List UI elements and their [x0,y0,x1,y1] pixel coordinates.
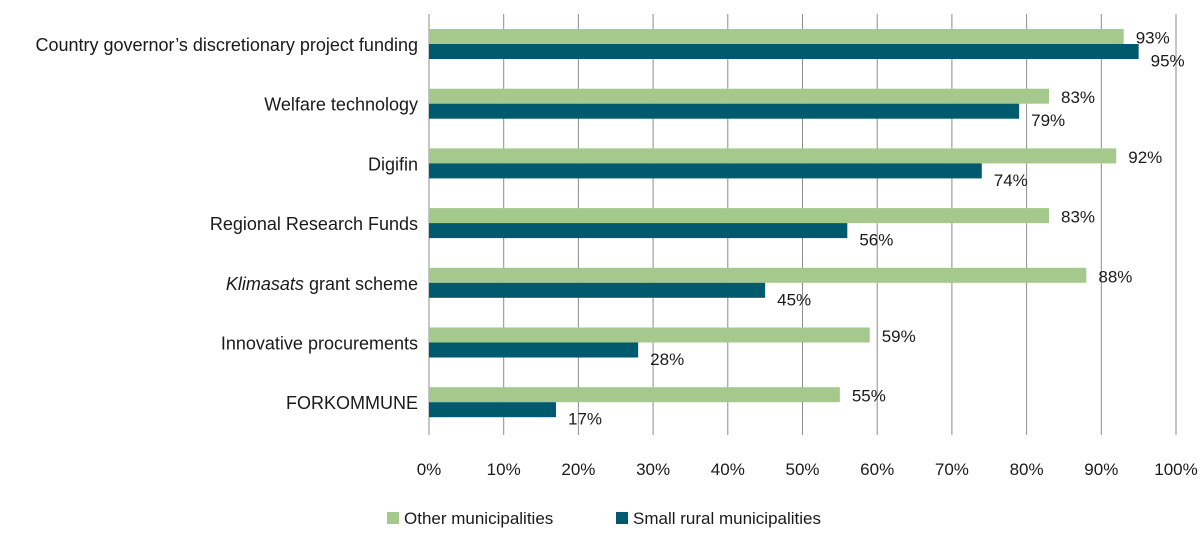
x-tick-label: 40% [711,460,745,479]
x-tick-label: 90% [1084,460,1118,479]
bars: 93% 95% 83% 79% 92% 74% 83% 56% 88% 45% 59% 28% 55% 1… [429,29,1185,429]
x-tick-label: 80% [1010,460,1044,479]
legend-label: Other municipalities [404,509,553,528]
bar-small-rural-municipalities [429,163,982,179]
data-label: 56% [859,231,893,250]
category-label: Innovative procurements [221,334,418,354]
x-tick-label: 100% [1154,460,1197,479]
bar-small-rural-municipalities [429,342,639,358]
x-tick-label: 10% [487,460,521,479]
bar-small-rural-municipalities [429,282,766,298]
legend-label: Small rural municipalities [633,509,821,528]
x-axis-tick-labels: 0% 10% 20% 30% 40% 50% 60% 70% 80% 90% 100% [417,460,1198,479]
category-label: Digifin [368,154,418,174]
x-tick-label: 30% [636,460,670,479]
category-label: Country governor’s discretionary project… [35,35,418,55]
data-label: 88% [1098,267,1132,286]
bar-small-rural-municipalities [429,44,1139,59]
category-label-rest: grant scheme [304,274,418,294]
data-label: 83% [1061,88,1095,107]
data-label: 92% [1128,148,1162,167]
category-label-italic: Klimasats [226,274,304,294]
category-label: Klimasats grant scheme [226,274,418,294]
data-label: 59% [882,327,916,346]
category-label: Welfare technology [264,95,418,115]
legend-swatch-other-municipalities [387,512,399,524]
legend: Other municipalities Small rural municipa… [387,509,821,528]
data-label: 95% [1151,52,1185,71]
data-label: 79% [1031,111,1065,130]
data-label: 28% [650,350,684,369]
data-label: 93% [1136,29,1170,48]
data-label: 74% [994,171,1028,190]
category-labels: Country governor’s discretionary project… [35,35,418,413]
data-label: 55% [852,387,886,406]
bar-other-municipalities [429,208,1050,224]
bar-other-municipalities [429,267,1087,283]
bar-small-rural-municipalities [429,402,556,418]
data-label: 83% [1061,208,1095,227]
data-label: 45% [777,290,811,309]
category-label: FORKOMMUNE [286,393,418,413]
bar-small-rural-municipalities [429,103,1020,119]
x-tick-label: 0% [417,460,442,479]
data-label: 17% [568,410,602,429]
x-tick-label: 20% [561,460,595,479]
bar-small-rural-municipalities [429,223,848,239]
x-tick-label: 50% [785,460,819,479]
legend-swatch-small-rural-municipalities [616,512,628,524]
x-tick-label: 70% [935,460,969,479]
x-tick-label: 60% [860,460,894,479]
bar-other-municipalities [429,327,870,343]
bar-other-municipalities [429,29,1124,44]
bar-other-municipalities [429,88,1050,104]
bar-other-municipalities [429,387,840,403]
category-label: Regional Research Funds [210,214,418,234]
bar-other-municipalities [429,148,1117,164]
